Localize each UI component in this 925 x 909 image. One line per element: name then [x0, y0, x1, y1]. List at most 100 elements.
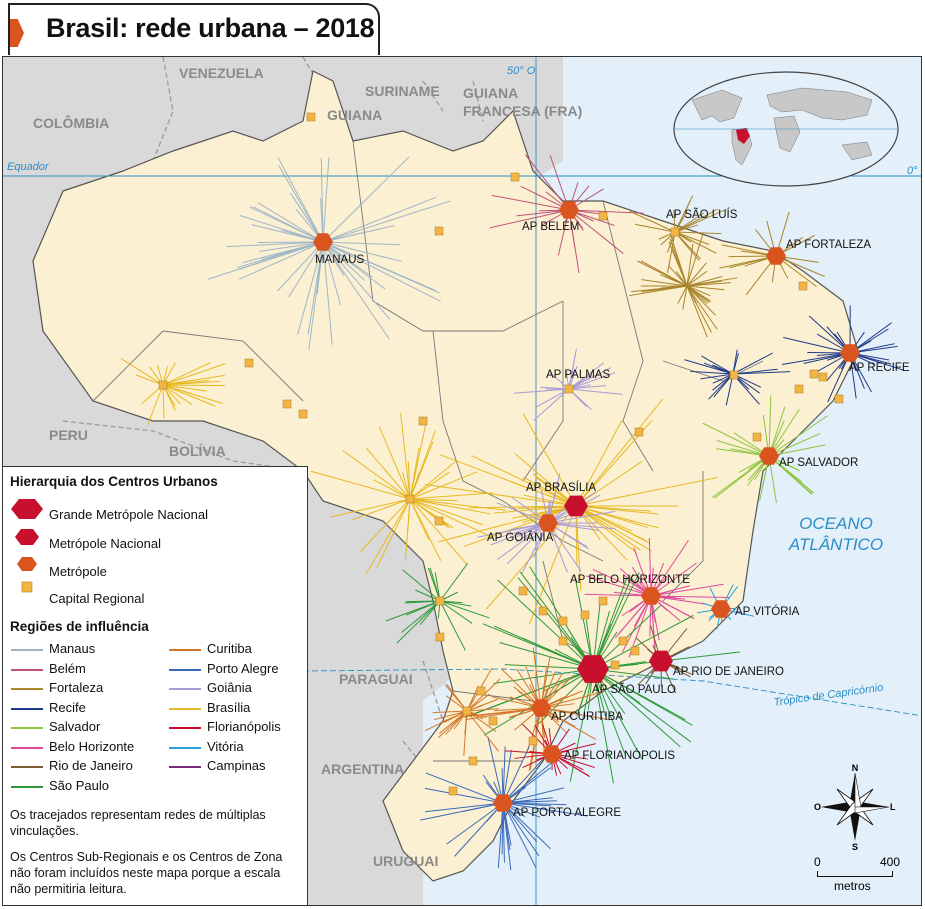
legend-hierarchy-title: Hierarquia dos Centros Urbanos — [10, 474, 218, 489]
network-line — [258, 241, 324, 253]
network-line — [641, 279, 688, 287]
network-line — [409, 430, 436, 500]
network-line — [322, 196, 437, 243]
network-line — [533, 388, 570, 421]
network-line — [297, 241, 324, 335]
capital-regional-marker — [518, 586, 528, 596]
capital-regional-marker — [476, 686, 486, 696]
city-label-sao-paulo: AP SÃO PAULO — [592, 684, 676, 696]
network-line — [686, 285, 711, 297]
scale-max: 400 — [880, 855, 901, 869]
compass-o: O — [814, 802, 821, 812]
inset-brazil — [736, 128, 750, 144]
network-line — [493, 668, 594, 684]
capital-regional-marker — [468, 756, 478, 766]
capital-regional-marker — [462, 706, 472, 716]
network-line — [674, 231, 717, 254]
capital-regional-marker — [488, 716, 498, 726]
metropole-nacional-marker-brasilia — [564, 495, 588, 517]
network-line — [547, 522, 616, 530]
legend-region-swatch — [11, 766, 43, 768]
network-line — [686, 285, 717, 316]
network-line — [712, 373, 734, 391]
network-line — [438, 505, 577, 543]
network-line — [378, 426, 411, 500]
metropole-marker-curitiba — [531, 699, 551, 717]
metropole-marker-porto_alegre — [493, 794, 513, 812]
network-line — [575, 505, 652, 512]
network-line — [674, 208, 719, 233]
capital-regional-marker — [244, 358, 254, 368]
country-label-venezuela: VENEZUELA — [179, 65, 264, 81]
network-line — [674, 209, 727, 233]
network-line — [420, 802, 504, 821]
network-line — [522, 413, 577, 507]
scale-line — [817, 871, 893, 877]
network-line — [226, 241, 324, 248]
network-line — [322, 157, 330, 243]
network-line — [631, 285, 688, 293]
network-line — [322, 241, 341, 306]
network-line — [502, 802, 551, 850]
network-line — [162, 384, 216, 407]
network-line — [592, 614, 694, 670]
network-line — [320, 158, 324, 243]
city-markers — [158, 112, 860, 812]
network-line — [502, 787, 564, 804]
city-label-recife: AP RECIFE — [849, 362, 910, 374]
brazil-territory — [32, 70, 859, 882]
network-line — [585, 575, 652, 597]
network-line — [409, 460, 457, 500]
network-line — [629, 210, 676, 233]
capital-regional-marker — [405, 494, 415, 504]
network-line — [471, 455, 577, 507]
legend-region-swatch — [11, 688, 43, 690]
network-line — [686, 243, 694, 287]
network-line — [592, 578, 628, 670]
network-line — [568, 384, 607, 390]
equator-label: Equador — [7, 161, 49, 173]
network-line — [686, 276, 723, 287]
network-line — [409, 498, 507, 511]
metropole-marker-florianopolis — [542, 745, 562, 763]
network-line — [322, 225, 395, 243]
network-line — [466, 710, 499, 752]
network-line — [684, 359, 734, 375]
city-label-belem: AP BELÉM — [522, 221, 580, 233]
legend-grande-metropole-icon — [11, 499, 43, 519]
network-line — [575, 460, 643, 507]
network-line — [592, 668, 644, 761]
network-line — [496, 502, 549, 524]
network-line — [502, 746, 506, 804]
capital-regional-marker — [435, 632, 445, 642]
compass-s: S — [852, 842, 858, 852]
city-label-palmas: AP PALMAS — [546, 369, 611, 381]
network-line — [322, 241, 401, 246]
country-label-guiana-francesa-2: FRANCESA (FRA) — [463, 103, 583, 119]
network-line — [592, 668, 681, 748]
capital-regional-marker — [282, 399, 292, 409]
network-line — [135, 374, 164, 386]
metropole-nacional-marker-rio — [649, 650, 673, 672]
network-line — [162, 362, 211, 386]
network-line — [686, 285, 708, 338]
network-line — [360, 498, 411, 552]
network-line — [768, 432, 821, 457]
network-line — [674, 231, 710, 245]
network-line — [257, 202, 324, 243]
capital-regional-marker — [794, 384, 804, 394]
capital-regional-marker — [298, 409, 308, 419]
network-line — [310, 470, 411, 500]
network-line — [342, 450, 411, 500]
country-label-guiana: GUIANA — [327, 107, 383, 123]
network-line — [575, 505, 638, 554]
zero-degree-label: 0° — [907, 165, 918, 177]
network-line — [277, 157, 324, 243]
network-line — [650, 562, 697, 597]
network-line — [568, 209, 624, 254]
network-line — [575, 398, 664, 507]
network-line — [409, 417, 428, 500]
world-locator-inset — [673, 71, 899, 187]
network-line — [241, 241, 324, 264]
network-line — [592, 572, 640, 670]
